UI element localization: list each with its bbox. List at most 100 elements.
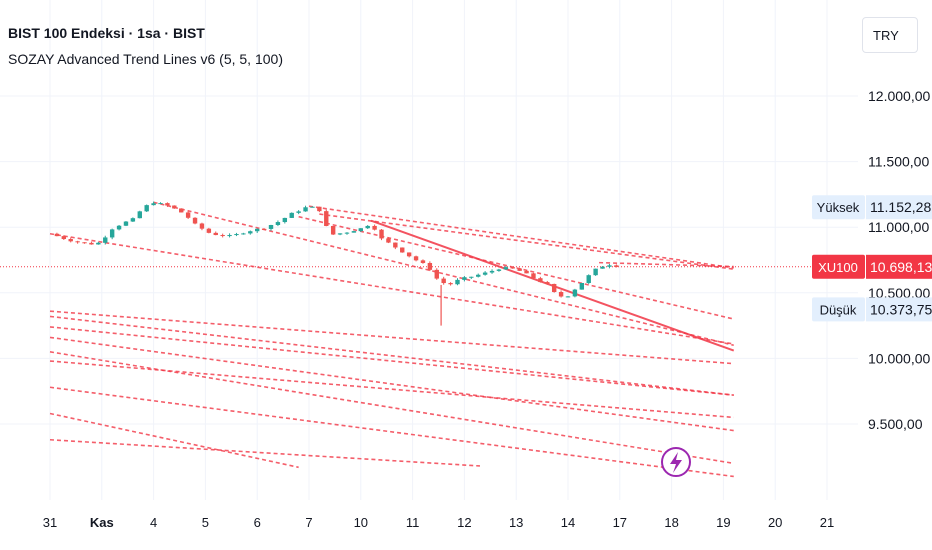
time-tick-label: 6 [254,515,261,530]
dashed-trend-line [49,412,299,469]
candle-body [503,267,509,270]
high-label: Yüksek [817,200,860,215]
candle-body [268,225,274,229]
dashed-trend-line [298,215,734,320]
candle-body [558,292,564,297]
candle-body [206,228,212,233]
candle-body [130,218,136,222]
low-label: Düşük [820,302,857,317]
candle-body [227,235,232,237]
candle-body [199,223,205,229]
candle-body [310,206,315,208]
candle-body [455,279,460,285]
candle-body [579,282,585,290]
time-tick-label: 10 [354,515,368,530]
candle-body [54,233,60,237]
candle-body [386,238,391,243]
candle-body [379,229,384,239]
candle-body [586,275,591,283]
candle-body [289,212,294,218]
candle-body [593,268,598,276]
candle-body [213,232,218,236]
candle-body [261,228,267,230]
candle-body [489,270,495,273]
candle-body [462,277,467,280]
dashed-trend-line [49,232,734,345]
high-value: 11.152,28 [870,199,931,215]
grid-lines [0,0,858,500]
dashed-trend-line [153,201,734,347]
time-tick-label: Kas [90,515,114,530]
dashed-trend-line [308,205,734,269]
candle-body [607,265,612,267]
candle-body [565,296,571,298]
candle-body [158,203,163,205]
price-tick-label: 11.500,00 [868,154,929,170]
price-axis[interactable]: 12.000,00 11.500,00 11.000,00 10.500,00 10.0… [868,88,930,432]
candle-body [255,228,260,232]
candle-body [406,252,412,257]
candle-body [517,268,522,271]
low-value: 10.373,75 [870,301,932,317]
candle-body [137,211,142,219]
candlesticks [54,201,619,326]
candle-body [358,228,363,232]
currency-button[interactable]: TRY [862,17,918,53]
candle-body [248,231,253,234]
price-tick-label: 12.000,00 [868,88,930,104]
time-tick-label: 7 [305,515,312,530]
candle-body [476,274,481,277]
time-tick-label: 4 [150,515,157,530]
last-label: XU100 [818,260,858,275]
indicator-title[interactable]: SOZAY Advanced Trend Lines v6 (5, 5, 100… [8,51,283,67]
time-tick-label: 11 [406,515,420,530]
last-value: 10.698,13 [870,259,932,275]
dashed-trend-line [49,326,734,396]
candle-body [365,225,370,229]
candle-body [275,222,281,226]
candle-body [330,225,336,235]
price-tick-label: 10.500,00 [868,285,930,301]
price-tick-label: 11.000,00 [868,219,929,235]
last-value-bg [866,254,932,279]
price-tick-label: 9.500,00 [868,416,923,432]
time-tick-label: 21 [820,515,834,530]
trend-lines [0,201,858,478]
dashed-trend-line [49,360,734,419]
last-label-bg [812,254,865,279]
time-axis[interactable]: 31 Kas 4 5 6 7 10 11 12 13 14 17 18 19 20 21 [43,515,834,530]
candle-body [220,235,225,237]
candle-body [75,241,80,243]
flash-icon[interactable] [661,447,691,477]
low-value-bg [866,297,932,322]
candle-body [324,211,329,226]
candle-body [68,239,73,242]
candle-body [123,221,129,226]
candle-body [510,267,515,269]
time-tick-label: 5 [202,515,209,530]
chart-legend: BIST 100 Endeksi · 1sa · BIST SOZAY Adva… [8,23,283,69]
dashed-trend-line [49,438,480,467]
candle-body [393,242,398,248]
candle-body [482,272,488,275]
candle-body [420,260,426,263]
candle-body [372,225,377,230]
candle-body [172,205,177,209]
high-value-bg [866,195,932,220]
flash-icon-bolt [670,452,682,473]
candle-body [109,229,115,238]
candle-body [344,232,350,234]
candle-body [400,247,405,253]
candle-body [427,262,433,270]
price-badges: Yüksek 11.152,28 XU100 10.698,13 Düşük 10.373… [812,195,932,322]
candle-body [524,270,529,274]
candle-body [165,203,170,206]
symbol-title[interactable]: BIST 100 Endeksi · 1sa · BIST [8,25,205,41]
candle-body [413,256,419,261]
candle-body [103,237,108,243]
candle-body [448,283,453,285]
dashed-trend-line [49,386,734,478]
time-tick-label: 12 [457,515,471,530]
candle-body [234,234,239,236]
